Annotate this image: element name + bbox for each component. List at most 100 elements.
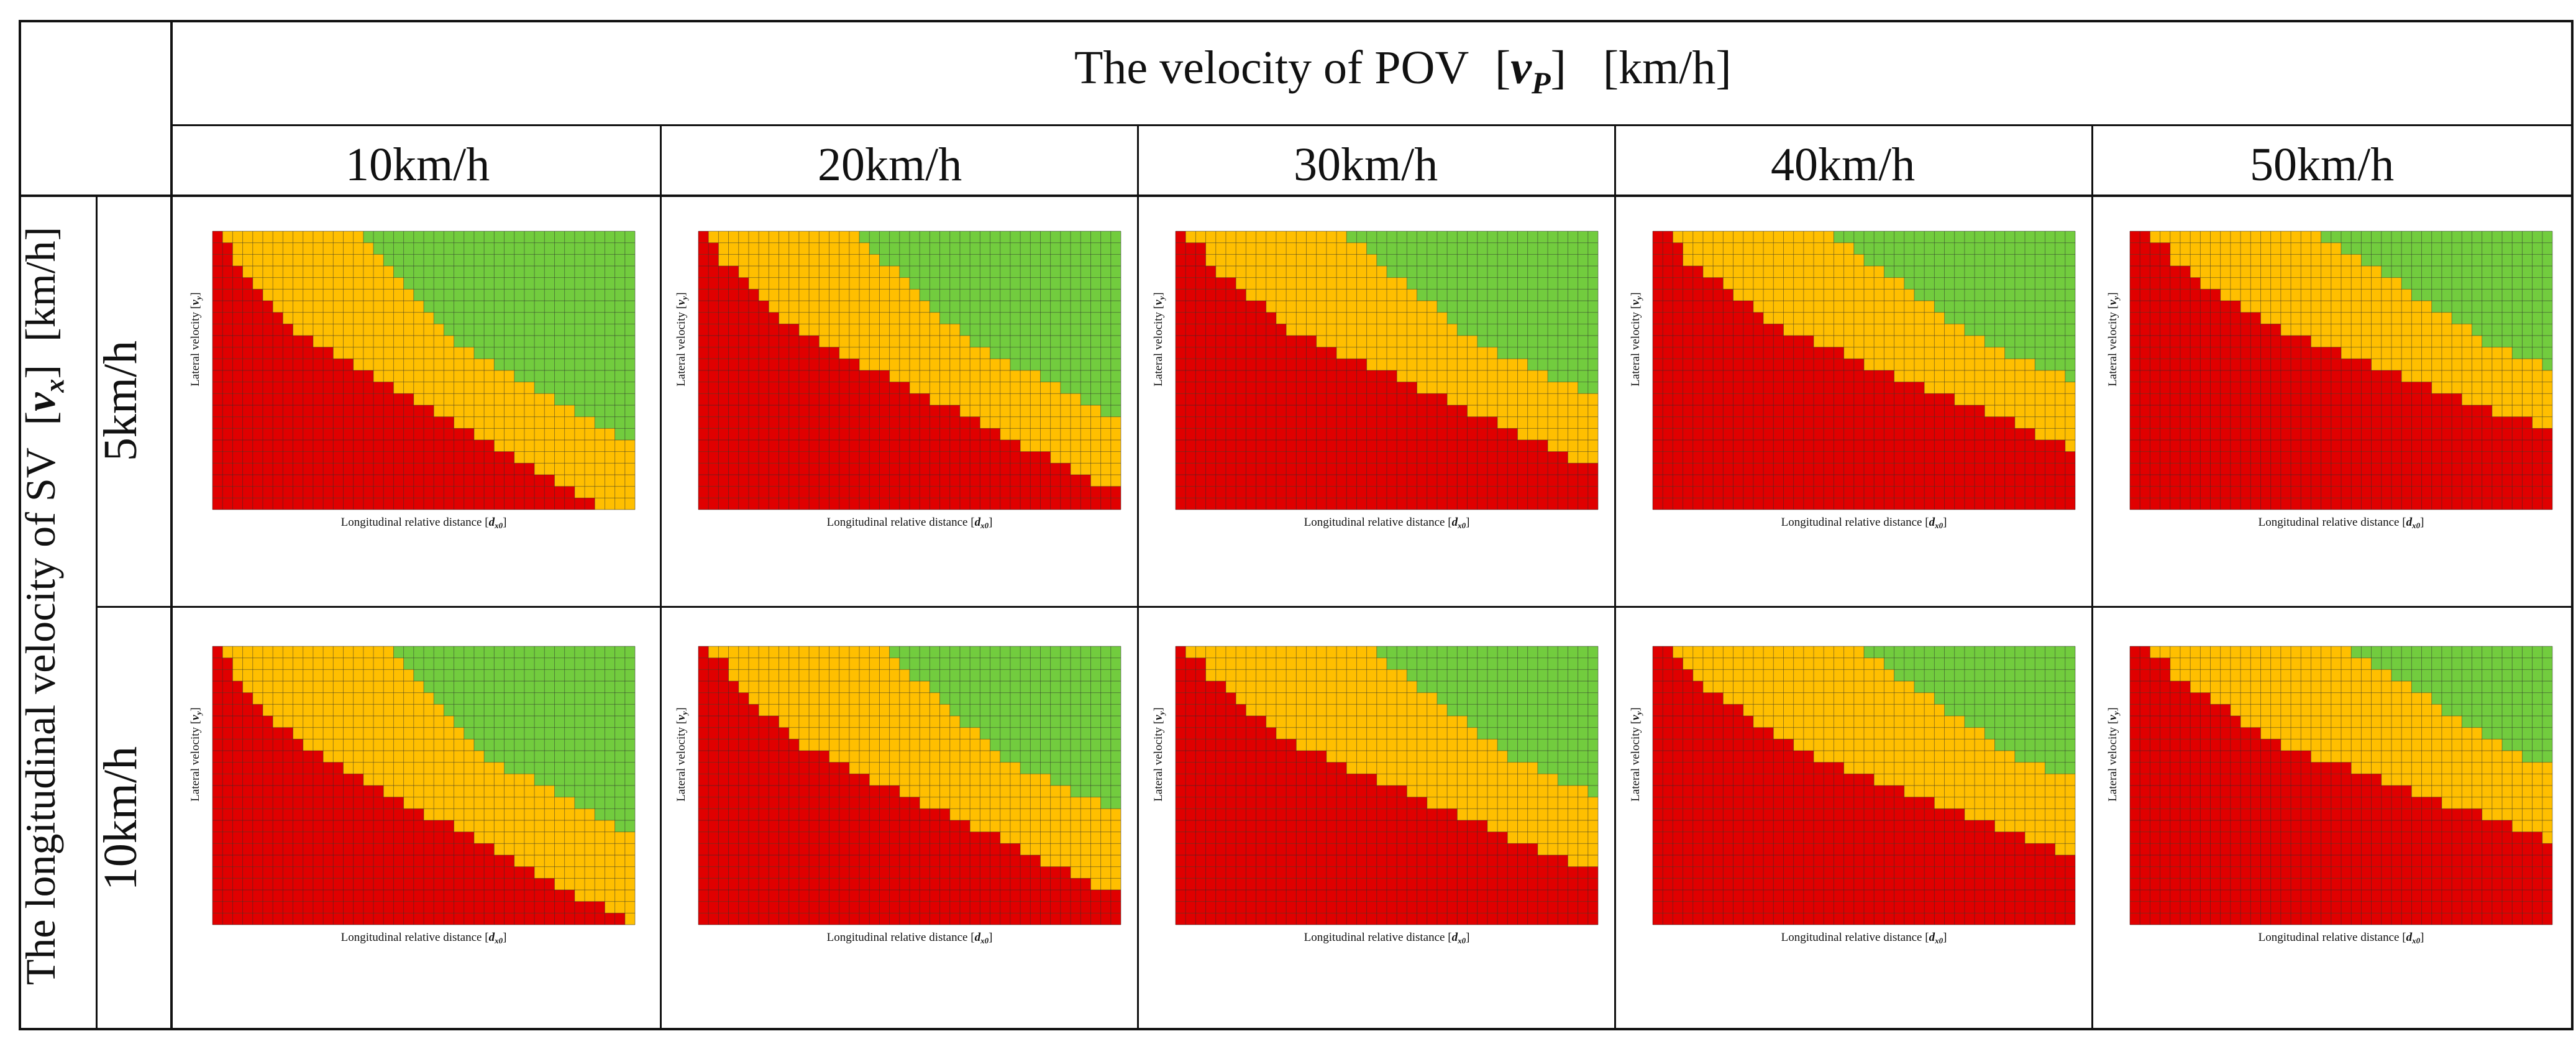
danger-cells bbox=[2130, 289, 2221, 301]
danger-cells bbox=[698, 809, 950, 820]
danger-cells bbox=[1176, 820, 1487, 832]
heatmap-panel-5kmh-20kmh: Longitudinal relative distance [dx0] Late… bbox=[675, 231, 1121, 530]
danger-cells bbox=[2130, 301, 2241, 313]
danger-cells bbox=[2130, 324, 2281, 336]
danger-cells bbox=[1176, 704, 1246, 716]
danger-cells bbox=[1176, 393, 1448, 405]
heatmap-panel-5kmh-40kmh: Longitudinal relative distance [dx0] Late… bbox=[1629, 231, 2076, 530]
danger-cells bbox=[2130, 312, 2261, 324]
warning-cells bbox=[1176, 266, 1387, 278]
danger-cells bbox=[212, 797, 404, 809]
danger-cells bbox=[1653, 405, 1985, 417]
header-split-line bbox=[170, 124, 2572, 126]
danger-cells bbox=[1176, 681, 1226, 693]
heatmap-panel-10kmh-10kmh: Longitudinal relative distance [dx0] Late… bbox=[189, 646, 636, 945]
y-axis-label: Lateral velocity [vy] bbox=[2106, 707, 2121, 801]
danger-cells bbox=[2130, 739, 2281, 751]
danger-cells bbox=[1176, 451, 1568, 464]
cell-gridlines bbox=[698, 231, 1121, 510]
danger-cells bbox=[698, 774, 870, 786]
danger-cells bbox=[1653, 324, 1784, 336]
danger-cells bbox=[698, 866, 1071, 879]
warning-cells bbox=[212, 231, 363, 243]
danger-cells bbox=[2130, 393, 2462, 405]
danger-cells bbox=[2130, 774, 2382, 786]
danger-cells bbox=[1653, 786, 1904, 797]
danger-cells bbox=[212, 681, 243, 693]
warning-cells bbox=[2130, 254, 2362, 266]
warning-cells bbox=[1176, 231, 1347, 243]
danger-cells bbox=[1653, 440, 2065, 452]
danger-cells bbox=[698, 277, 749, 290]
danger-cells bbox=[212, 312, 283, 324]
danger-cells bbox=[2130, 809, 2482, 820]
side-header-line bbox=[96, 195, 98, 1030]
heatmap-panel-10kmh-40kmh: Longitudinal relative distance [dx0] Late… bbox=[1629, 646, 2076, 945]
danger-cells bbox=[698, 878, 1091, 890]
danger-cells bbox=[698, 692, 749, 705]
x-axis-label: Longitudinal relative distance [dx0] bbox=[1304, 516, 1470, 530]
warning-cells bbox=[2130, 266, 2382, 278]
heatmap-panel-5kmh-30kmh: Longitudinal relative distance [dx0] Late… bbox=[1152, 231, 1599, 530]
danger-cells bbox=[1176, 646, 1186, 658]
warning-cells bbox=[1176, 669, 1407, 681]
heatmap-panel-10kmh-50kmh: Longitudinal relative distance [dx0] Late… bbox=[2106, 646, 2553, 945]
danger-cells bbox=[698, 646, 709, 658]
warning-cells bbox=[212, 681, 424, 693]
x-axis-label: Longitudinal relative distance [dx0] bbox=[1781, 931, 1947, 945]
warning-cells bbox=[698, 242, 870, 255]
top-header-unit: [km/h] bbox=[1602, 42, 1732, 94]
cell-gridlines bbox=[2129, 646, 2553, 925]
danger-cells bbox=[1176, 797, 1427, 809]
table-bottom-border bbox=[19, 1028, 2574, 1030]
danger-cells bbox=[1176, 405, 1468, 417]
danger-cells bbox=[212, 266, 243, 278]
y-axis-label: Lateral velocity [vy] bbox=[1152, 292, 1166, 386]
danger-cells bbox=[2130, 716, 2241, 728]
danger-cells bbox=[1176, 786, 1407, 797]
danger-cells bbox=[1176, 231, 1186, 243]
danger-cells bbox=[1176, 242, 1206, 255]
warning-cells bbox=[212, 277, 404, 290]
danger-cells bbox=[1653, 831, 2026, 844]
side-header-var-sub: x bbox=[39, 378, 70, 393]
warning-cells bbox=[2130, 242, 2341, 255]
danger-cells bbox=[212, 809, 424, 820]
danger-cells bbox=[1653, 312, 1764, 324]
danger-cells bbox=[1653, 277, 1724, 290]
warning-cells bbox=[212, 254, 384, 266]
danger-cells bbox=[1653, 681, 1703, 693]
cell-gridlines bbox=[2129, 231, 2553, 510]
heatmap-panel-10kmh-20kmh: Longitudinal relative distance [dx0] Late… bbox=[675, 646, 1121, 945]
side-header-unit: [km/h] bbox=[17, 226, 64, 342]
x-axis-label: Longitudinal relative distance [dx0] bbox=[827, 931, 993, 945]
col-line-1 bbox=[660, 124, 662, 1030]
warning-cells bbox=[212, 657, 404, 670]
danger-cells bbox=[698, 382, 910, 394]
x-axis-label: Longitudinal relative distance [dx0] bbox=[827, 516, 993, 530]
danger-cells bbox=[1653, 657, 1683, 670]
danger-cells bbox=[212, 751, 324, 763]
danger-cells bbox=[698, 657, 729, 670]
danger-cells bbox=[1176, 324, 1287, 336]
danger-cells bbox=[698, 370, 890, 382]
warning-cells bbox=[2130, 231, 2321, 243]
top-header-prefix: The velocity of POV bbox=[1074, 42, 1468, 94]
danger-cells bbox=[698, 762, 849, 774]
danger-cells bbox=[2130, 277, 2201, 290]
danger-cells bbox=[698, 231, 709, 243]
warning-cells bbox=[698, 704, 950, 716]
danger-cells bbox=[1176, 440, 1548, 452]
warning-cells bbox=[1653, 266, 1884, 278]
label-col-line bbox=[170, 20, 173, 1030]
top-header-var-open: [ bbox=[1494, 42, 1511, 94]
danger-cells bbox=[212, 289, 263, 301]
danger-cells bbox=[1176, 669, 1206, 681]
cell-gridlines bbox=[1175, 231, 1599, 510]
x-axis-label: Longitudinal relative distance [dx0] bbox=[341, 931, 507, 945]
cell-gridlines bbox=[698, 646, 1121, 925]
top-header-var-sub: P bbox=[1532, 65, 1551, 101]
danger-cells bbox=[1176, 716, 1266, 728]
warning-cells bbox=[1653, 657, 1884, 670]
